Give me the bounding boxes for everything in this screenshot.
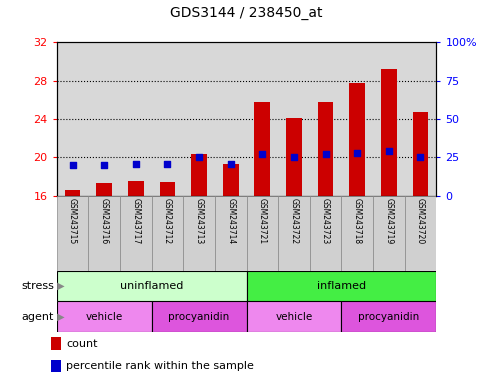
Text: GSM243721: GSM243721 [258, 198, 267, 244]
Point [290, 154, 298, 161]
Bar [223, 164, 239, 196]
Point [385, 148, 393, 154]
Text: GSM243720: GSM243720 [416, 198, 425, 244]
Point [195, 154, 203, 161]
Text: stress: stress [21, 281, 54, 291]
Text: GSM243718: GSM243718 [352, 198, 362, 244]
Bar [183, 196, 215, 271]
Text: GSM243713: GSM243713 [195, 198, 204, 244]
Bar [405, 196, 436, 271]
Text: percentile rank within the sample: percentile rank within the sample [66, 361, 254, 371]
Bar [65, 190, 80, 196]
Bar [246, 271, 436, 301]
Bar [160, 182, 176, 196]
Text: GSM243715: GSM243715 [68, 198, 77, 244]
Text: count: count [66, 339, 98, 349]
Bar [120, 196, 152, 271]
Bar [152, 196, 183, 271]
Point [353, 150, 361, 156]
Bar [373, 196, 405, 271]
Point [417, 154, 424, 161]
Bar [57, 271, 246, 301]
Bar [341, 301, 436, 332]
Text: GSM243712: GSM243712 [163, 198, 172, 244]
Bar [191, 154, 207, 196]
Bar [96, 183, 112, 196]
Text: GSM243722: GSM243722 [289, 198, 298, 244]
Bar [57, 301, 152, 332]
Bar [317, 102, 333, 196]
Bar [128, 181, 143, 196]
Bar [246, 196, 278, 271]
Bar [57, 196, 88, 271]
Bar [341, 196, 373, 271]
Bar [413, 112, 428, 196]
Point [132, 161, 140, 167]
Bar [246, 301, 341, 332]
Point [100, 162, 108, 168]
Bar [381, 69, 397, 196]
Text: GSM243717: GSM243717 [131, 198, 141, 244]
Text: ▶: ▶ [54, 312, 65, 322]
Bar [254, 102, 270, 196]
Text: ▶: ▶ [54, 281, 65, 291]
Text: GDS3144 / 238450_at: GDS3144 / 238450_at [170, 6, 323, 20]
Bar [51, 338, 61, 350]
Bar [350, 83, 365, 196]
Text: uninflamed: uninflamed [120, 281, 183, 291]
Text: GSM243723: GSM243723 [321, 198, 330, 244]
Bar [88, 196, 120, 271]
Text: agent: agent [22, 312, 54, 322]
Text: GSM243719: GSM243719 [385, 198, 393, 244]
Bar [152, 301, 246, 332]
Bar [278, 196, 310, 271]
Point [164, 161, 172, 167]
Point [227, 161, 235, 167]
Text: GSM243714: GSM243714 [226, 198, 235, 244]
Text: vehicle: vehicle [275, 312, 313, 322]
Text: procyanidin: procyanidin [169, 312, 230, 322]
Point [321, 151, 329, 157]
Point [258, 151, 266, 157]
Bar [51, 359, 61, 372]
Text: GSM243716: GSM243716 [100, 198, 108, 244]
Bar [310, 196, 341, 271]
Point [69, 162, 76, 168]
Text: procyanidin: procyanidin [358, 312, 420, 322]
Text: vehicle: vehicle [85, 312, 123, 322]
Bar [215, 196, 246, 271]
Text: inflamed: inflamed [317, 281, 366, 291]
Bar [286, 118, 302, 196]
